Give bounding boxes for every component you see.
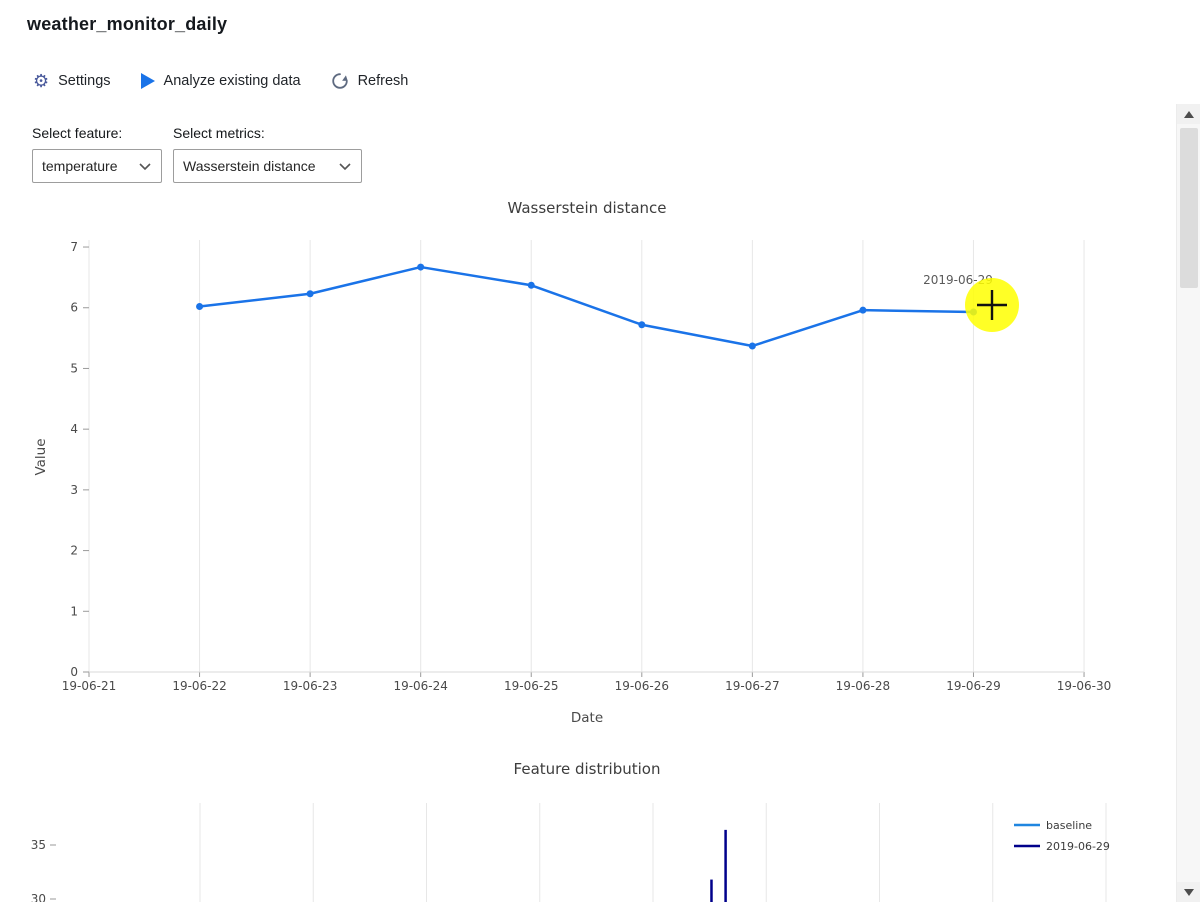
play-icon — [140, 73, 155, 89]
svg-text:19-06-26: 19-06-26 — [615, 679, 669, 693]
svg-text:3: 3 — [70, 483, 78, 497]
metrics-select-value: Wasserstein distance — [183, 158, 316, 174]
cursor-highlight — [965, 278, 1019, 332]
refresh-icon — [331, 73, 348, 89]
svg-text:19-06-21: 19-06-21 — [62, 679, 116, 693]
chevron-down-icon — [339, 162, 351, 170]
metrics-select-label: Select metrics: — [173, 125, 265, 141]
refresh-label: Refresh — [357, 73, 409, 89]
toolbar: ⚙ Settings Analyze existing data Refresh — [33, 67, 408, 95]
svg-text:19-06-29: 19-06-29 — [946, 679, 1000, 693]
gear-icon: ⚙ — [33, 71, 50, 91]
legend: baseline 2019-06-29 — [1014, 819, 1110, 853]
arrow-down-icon — [1184, 888, 1194, 896]
svg-text:30: 30 — [31, 892, 46, 902]
svg-text:5: 5 — [70, 361, 78, 375]
hover-tooltip: 2019-06-29 — [923, 273, 993, 287]
page-title: weather_monitor_daily — [27, 14, 228, 34]
svg-text:Value: Value — [33, 438, 49, 475]
scrollbar[interactable] — [1176, 104, 1200, 902]
settings-button[interactable]: ⚙ Settings — [33, 72, 111, 90]
feature-select-label: Select feature: — [32, 125, 123, 141]
svg-text:4: 4 — [70, 422, 78, 436]
metrics-select[interactable]: Wasserstein distance — [173, 149, 362, 183]
refresh-button[interactable]: Refresh — [331, 72, 409, 90]
svg-text:19-06-24: 19-06-24 — [393, 679, 447, 693]
svg-text:19-06-30: 19-06-30 — [1057, 679, 1111, 693]
svg-text:19-06-25: 19-06-25 — [504, 679, 558, 693]
feature-distribution-chart[interactable]: Feature distribution 35 30 baseline 2019-06-… — [0, 745, 1176, 902]
svg-text:Feature distribution: Feature distribution — [514, 760, 661, 778]
feature-select-value: temperature — [42, 158, 118, 174]
svg-text:1: 1 — [70, 604, 78, 618]
scrollbar-thumb[interactable] — [1180, 128, 1198, 288]
chevron-down-icon — [139, 162, 151, 170]
svg-text:7: 7 — [70, 240, 78, 254]
svg-text:35: 35 — [31, 838, 46, 852]
svg-text:19-06-27: 19-06-27 — [725, 679, 779, 693]
settings-label: Settings — [58, 73, 111, 89]
arrow-up-icon — [1184, 110, 1194, 118]
svg-text:6: 6 — [70, 301, 78, 315]
svg-text:Wasserstein distance: Wasserstein distance — [507, 199, 666, 217]
svg-text:19-06-28: 19-06-28 — [836, 679, 890, 693]
svg-text:19-06-23: 19-06-23 — [283, 679, 337, 693]
scrollbar-down-button[interactable] — [1177, 882, 1200, 902]
scrollbar-up-button[interactable] — [1177, 104, 1200, 124]
svg-text:2019-06-29: 2019-06-29 — [1046, 840, 1110, 853]
svg-text:2: 2 — [70, 544, 78, 558]
svg-text:0: 0 — [70, 665, 78, 679]
analyze-button[interactable]: Analyze existing data — [140, 73, 301, 89]
wasserstein-line-chart[interactable]: Wasserstein distance 19-06-21 19-06-22 19-0… — [0, 195, 1176, 740]
svg-text:19-06-22: 19-06-22 — [172, 679, 226, 693]
svg-text:Date: Date — [571, 710, 603, 726]
analyze-label: Analyze existing data — [163, 73, 301, 89]
feature-select[interactable]: temperature — [32, 149, 162, 183]
svg-text:baseline: baseline — [1046, 819, 1092, 832]
